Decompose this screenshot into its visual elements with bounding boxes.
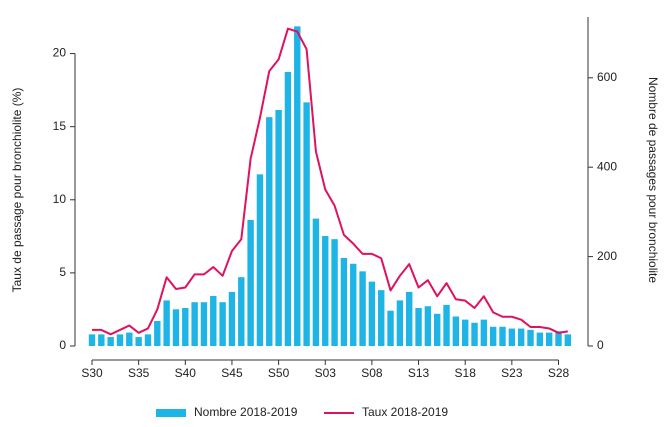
bar xyxy=(200,302,208,346)
bar xyxy=(312,218,320,346)
x-tick-label: S45 xyxy=(221,366,243,380)
x-tick-label: S03 xyxy=(315,366,337,380)
bar xyxy=(527,329,534,346)
bar xyxy=(284,71,292,347)
line xyxy=(92,27,568,336)
legend-swatch xyxy=(156,409,186,417)
bar xyxy=(350,263,357,346)
y2-tick-label: 0 xyxy=(597,338,604,352)
bar xyxy=(517,328,525,346)
bar xyxy=(378,290,385,346)
bar xyxy=(247,219,254,346)
bar xyxy=(331,239,338,346)
x-tick-label: S35 xyxy=(128,366,150,380)
bar xyxy=(135,337,142,346)
bar xyxy=(489,326,497,346)
bar xyxy=(387,310,394,346)
bar xyxy=(256,174,264,346)
y-tick-label: 10 xyxy=(53,192,67,206)
bar xyxy=(480,319,488,346)
bar xyxy=(499,326,506,346)
y2-tick-label: 600 xyxy=(597,70,617,84)
bar xyxy=(424,306,432,346)
bar xyxy=(415,308,422,346)
x-tick-label: S40 xyxy=(175,366,197,380)
bar xyxy=(536,332,544,346)
y-tick-label: 5 xyxy=(59,265,66,279)
bar xyxy=(163,300,170,346)
legend-label: Taux 2018-2019 xyxy=(362,405,448,419)
bar xyxy=(98,334,105,346)
bar xyxy=(508,328,516,346)
bar xyxy=(462,319,469,346)
bar xyxy=(368,281,376,346)
bar xyxy=(116,334,124,346)
bar xyxy=(294,26,301,346)
bar xyxy=(555,331,562,346)
y-tick-label: 0 xyxy=(59,338,66,352)
bar xyxy=(191,302,198,346)
x-tick-label: S30 xyxy=(81,366,103,380)
y2-tick-label: 200 xyxy=(597,249,617,263)
x-tick-label: S08 xyxy=(361,366,383,380)
bar xyxy=(545,332,553,346)
bar xyxy=(303,102,310,346)
bar xyxy=(228,291,236,346)
bar xyxy=(210,295,217,346)
bar xyxy=(564,334,572,346)
y-tick-label: 20 xyxy=(53,46,67,60)
x-tick-label: S50 xyxy=(268,366,290,380)
x-tick-label: S28 xyxy=(548,366,570,380)
bar xyxy=(172,309,180,346)
y2-axis-label: Nombre de passages pour bronchiolite xyxy=(646,77,660,283)
bar xyxy=(452,316,460,346)
y-tick-label: 15 xyxy=(53,119,67,133)
bar xyxy=(126,332,133,346)
bar xyxy=(443,304,450,346)
bar xyxy=(406,291,413,346)
bar xyxy=(322,236,329,346)
bar xyxy=(434,313,441,346)
bar xyxy=(275,109,282,346)
bar xyxy=(359,271,366,346)
bar xyxy=(219,302,226,346)
x-tick-label: S18 xyxy=(455,366,477,380)
x-tick-label: S13 xyxy=(408,366,430,380)
x-tick-label: S23 xyxy=(501,366,523,380)
bar xyxy=(471,322,478,346)
bar xyxy=(144,334,152,346)
legend-label: Nombre 2018-2019 xyxy=(194,405,298,419)
bar xyxy=(88,334,96,346)
bar xyxy=(107,337,114,346)
y-axis-label: Taux de passage pour bronchiolite (%) xyxy=(10,88,24,293)
bar xyxy=(396,300,404,346)
bar xyxy=(182,308,189,346)
bar xyxy=(154,320,161,346)
bar xyxy=(266,117,273,346)
bar xyxy=(238,277,245,346)
bar xyxy=(340,257,348,346)
y2-tick-label: 400 xyxy=(597,159,617,173)
